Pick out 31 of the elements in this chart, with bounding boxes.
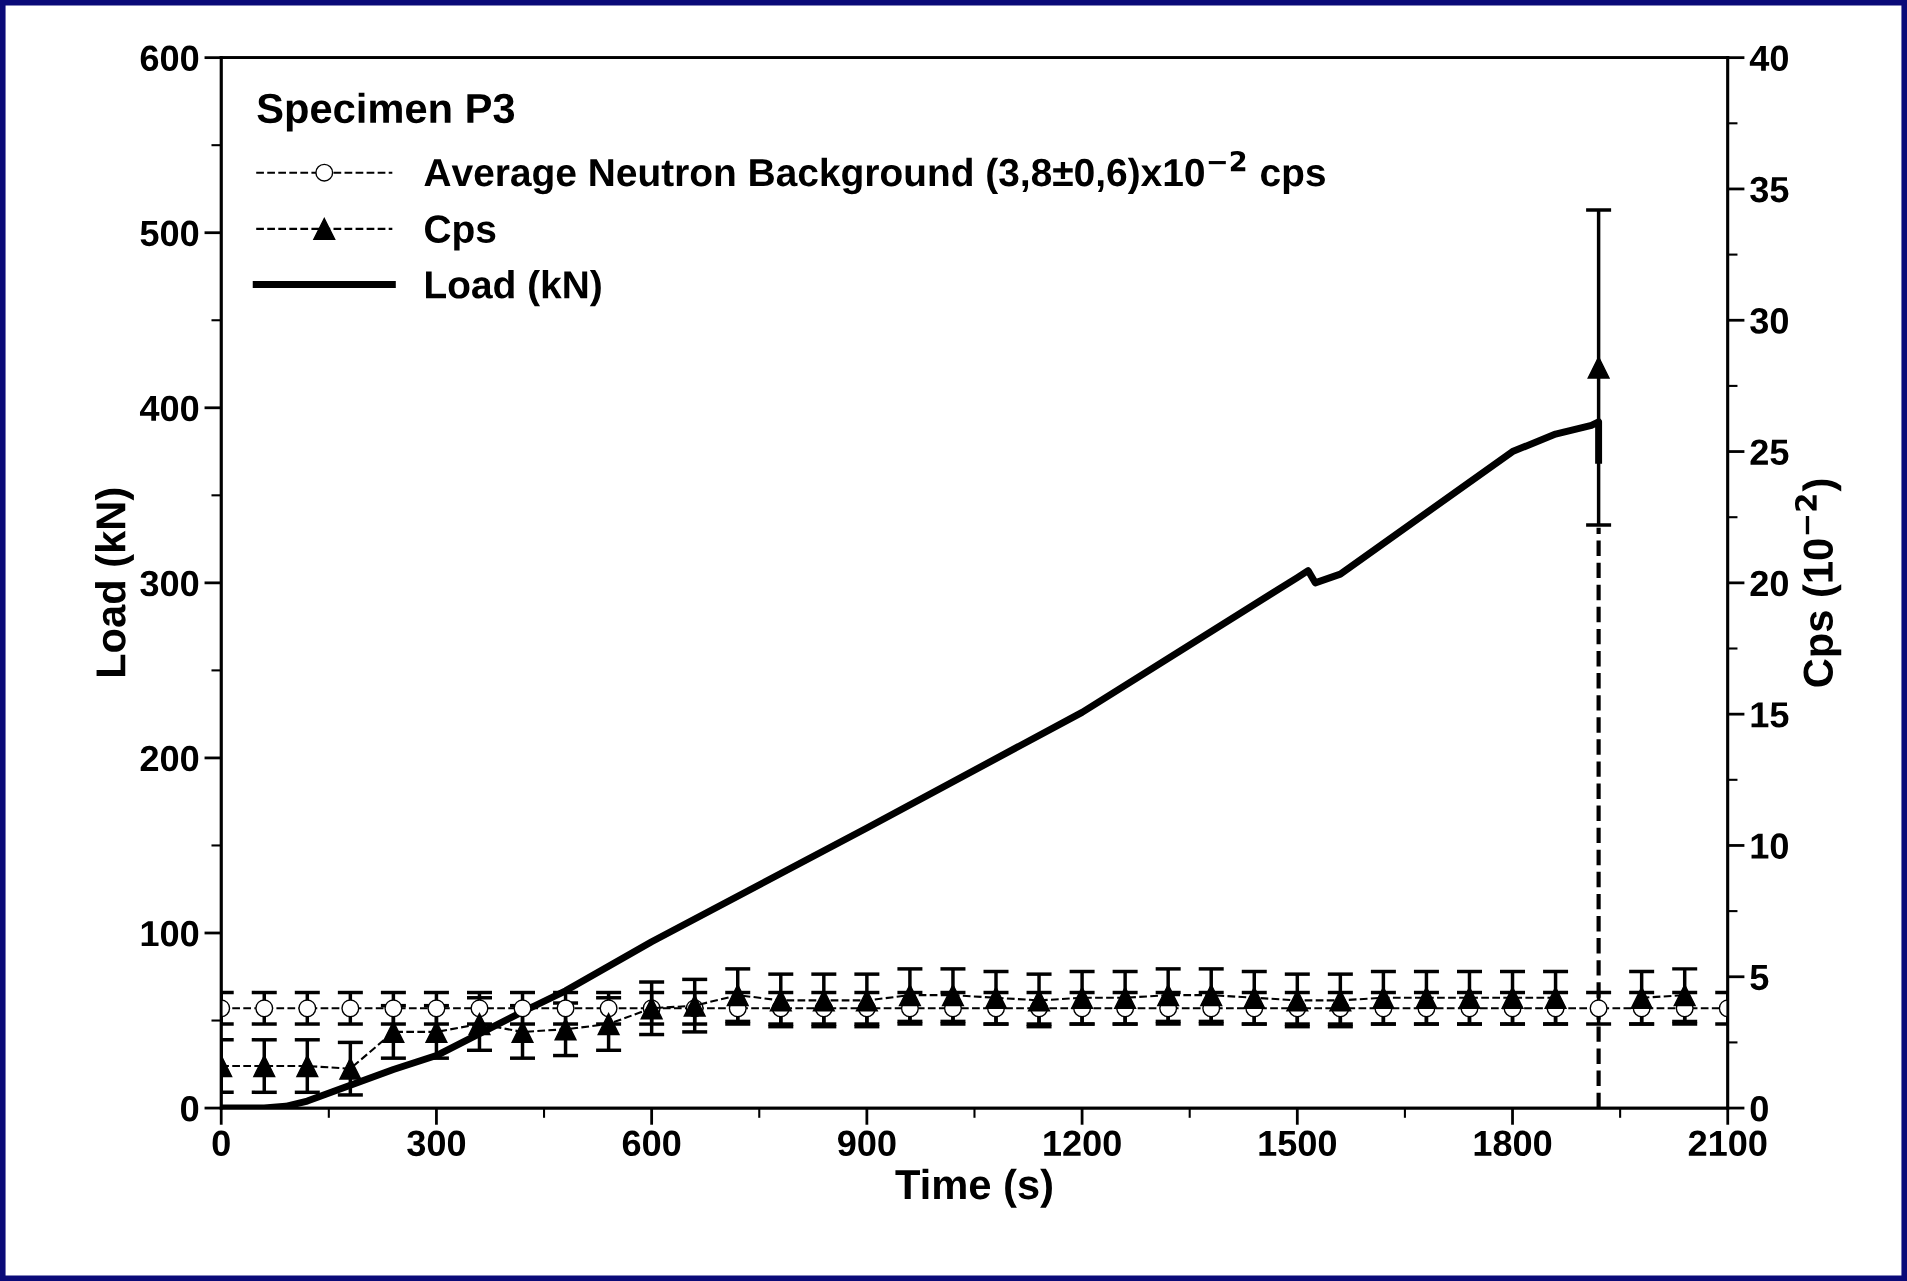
- legend-label: Cps: [425, 215, 496, 251]
- x-tick-label: 300: [407, 1130, 466, 1157]
- y2-tick-label: 30: [1750, 308, 1788, 334]
- legend-label: Load (kN): [426, 270, 601, 307]
- x-tick-label: 1200: [1044, 1130, 1121, 1157]
- x-tick-label: 900: [838, 1130, 896, 1157]
- y2-tick-label: 20: [1750, 570, 1788, 597]
- y2-tick-label: 25: [1750, 439, 1789, 465]
- legend-label: Average Neutron Background (3,8±0,6)x10$^{−2}$ cps: [424, 150, 1325, 195]
- x-axis-title: Time (s): [895, 1168, 1052, 1208]
- y2-axis-title: Cps (10$^{−2}$): [1794, 479, 1842, 687]
- y-tick-label: 600: [140, 45, 199, 72]
- y2-tick-label: 0: [1750, 1095, 1768, 1122]
- y2-tick-label: 15: [1751, 702, 1789, 728]
- y-tick-label: 0: [181, 1095, 199, 1122]
- y2-tick-label: 40: [1749, 45, 1788, 72]
- y2-tick-label: 35: [1750, 176, 1789, 203]
- x-tick-label: 600: [622, 1130, 681, 1157]
- y-tick-label: 300: [140, 570, 199, 597]
- x-tick-label: 1800: [1474, 1130, 1552, 1157]
- x-tick-label: 2100: [1688, 1130, 1767, 1157]
- x-tick-label: 0: [212, 1130, 230, 1157]
- legend-title: Specimen P3: [257, 92, 515, 132]
- x-tick-label: 1500: [1259, 1130, 1336, 1157]
- y-tick-label: 500: [140, 220, 199, 247]
- y2-tick-label: 5: [1750, 965, 1769, 991]
- y2-tick-label: 10: [1751, 833, 1788, 859]
- y-axis-title: Load (kN): [95, 488, 134, 677]
- y-tick-label: 100: [141, 920, 199, 947]
- y-tick-label: 200: [140, 745, 199, 772]
- y-tick-label: 400: [139, 395, 199, 422]
